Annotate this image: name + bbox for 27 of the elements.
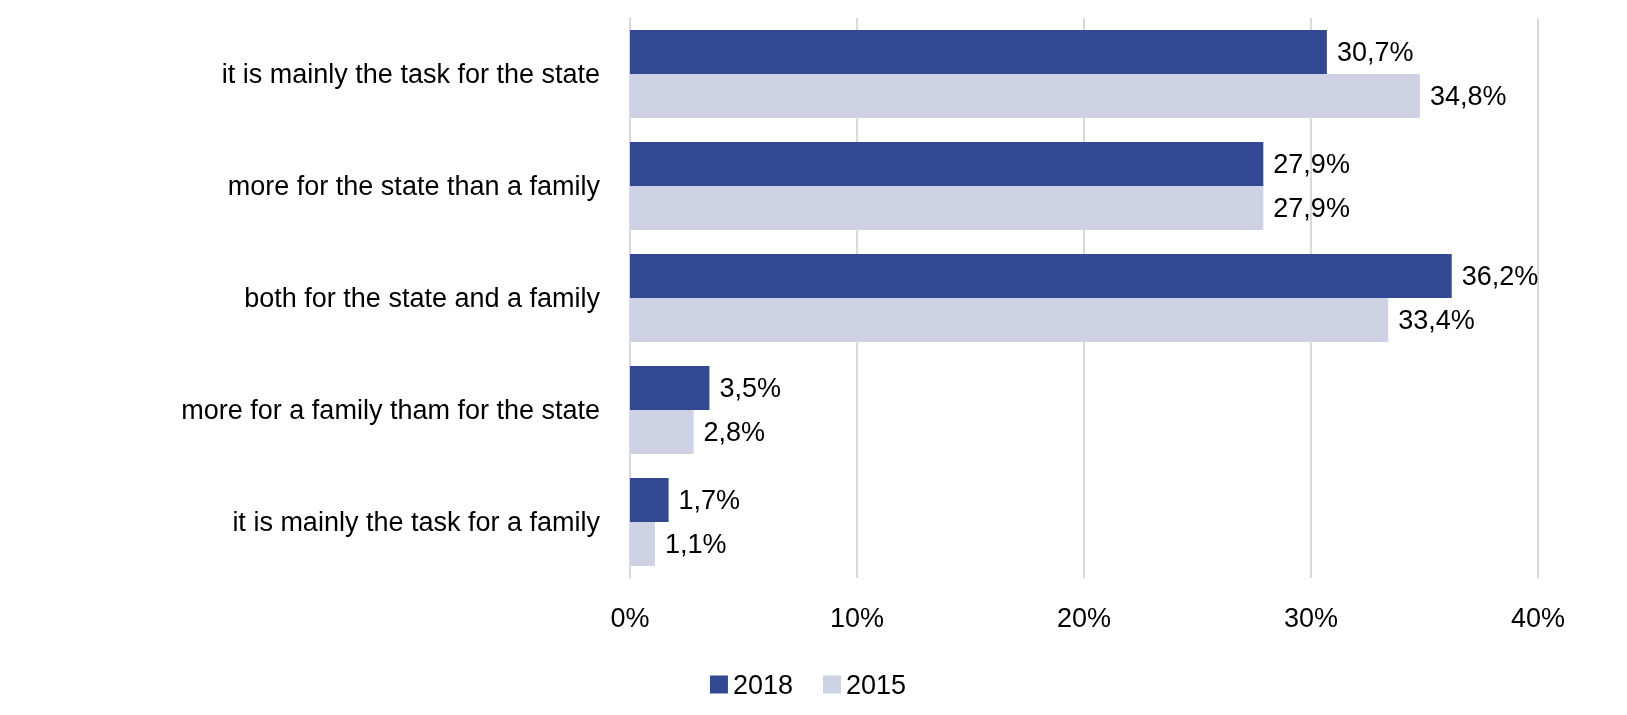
x-tick-label: 10%	[829, 602, 885, 633]
x-tick-label: 30%	[1283, 602, 1339, 633]
data-label: 34,8%	[1429, 81, 1507, 111]
legend-label: 2018	[732, 669, 794, 700]
x-tick-label: 0%	[610, 602, 650, 633]
x-tick-label: 20%	[1056, 602, 1112, 633]
x-tick-label: 40%	[1510, 602, 1566, 633]
bar	[630, 254, 1452, 298]
y-tick-label: more for a family tham for the state	[181, 395, 600, 425]
bar	[630, 366, 710, 410]
legend-label: 2015	[846, 669, 907, 700]
data-label: 33,4%	[1398, 305, 1475, 335]
data-label: 30,7%	[1336, 37, 1414, 67]
data-label: 3,5%	[719, 373, 781, 403]
y-tick-label: more for the state than a family	[227, 171, 601, 201]
data-label: 1,7%	[678, 485, 741, 515]
data-label: 27,9%	[1273, 193, 1350, 223]
bar	[630, 30, 1327, 74]
y-tick-label: it is mainly the task for a family	[232, 507, 601, 537]
y-tick-label: it is mainly the task for the state	[221, 59, 600, 89]
bar	[630, 142, 1264, 186]
data-label: 27,9%	[1273, 149, 1350, 179]
bar	[630, 478, 669, 522]
data-label: 2,8%	[703, 417, 766, 447]
data-label: 36,2%	[1461, 261, 1539, 291]
y-tick-label: both for the state and a family	[244, 283, 601, 313]
data-label: 1,1%	[664, 529, 727, 559]
